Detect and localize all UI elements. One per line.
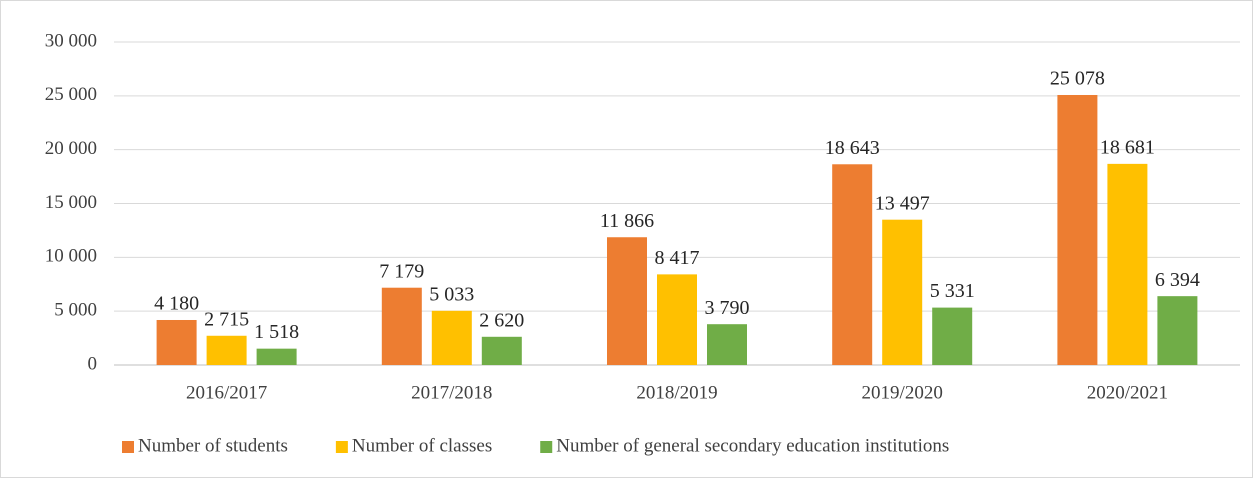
- value-label: 1 518: [254, 321, 299, 343]
- value-label: 6 394: [1155, 269, 1200, 291]
- bar: [156, 319, 197, 365]
- value-label: 25 078: [1050, 68, 1105, 90]
- bar: [657, 274, 697, 365]
- value-label: 5 033: [429, 283, 474, 305]
- legend-swatch: [540, 441, 553, 453]
- bar: [206, 335, 247, 365]
- value-label: 18 643: [825, 137, 880, 159]
- bar: [1107, 163, 1148, 365]
- y-tick-label: 30 000: [45, 30, 97, 51]
- value-label: 4 180: [154, 293, 199, 315]
- value-label: 7 179: [379, 260, 424, 282]
- bar: [1057, 94, 1098, 365]
- bar: [381, 287, 422, 365]
- x-tick-label: 2018/2019: [636, 382, 717, 403]
- value-label: 3 790: [705, 297, 750, 319]
- bar: [607, 237, 647, 365]
- value-label: 2 620: [479, 309, 524, 331]
- x-tick-label: 2020/2021: [1087, 382, 1168, 403]
- bar: [481, 336, 522, 365]
- x-tick-label: 2017/2018: [411, 382, 492, 403]
- bar: [431, 310, 472, 365]
- legend-swatch: [335, 441, 348, 453]
- bar: [1157, 296, 1198, 365]
- legend-swatch: [122, 441, 134, 453]
- value-label: 13 497: [875, 192, 930, 214]
- value-label: 2 715: [204, 308, 249, 330]
- y-tick-label: 25 000: [45, 84, 97, 105]
- y-tick-label: 0: [88, 353, 98, 374]
- bar: [882, 219, 923, 365]
- legend-label: Number of classes: [352, 435, 492, 456]
- bar: [832, 164, 873, 365]
- value-label: 18 681: [1100, 136, 1155, 158]
- legend-label: Number of general secondary education in…: [556, 435, 949, 456]
- value-label: 5 331: [930, 280, 975, 302]
- value-label: 8 417: [655, 247, 700, 269]
- legend-label: Number of students: [138, 435, 288, 456]
- y-tick-label: 20 000: [45, 138, 97, 159]
- x-tick-label: 2016/2017: [186, 382, 267, 403]
- bar: [707, 324, 747, 365]
- y-tick-label: 15 000: [45, 192, 97, 213]
- x-tick-label: 2019/2020: [862, 382, 943, 403]
- bar: [932, 307, 973, 365]
- y-tick-label: 5 000: [54, 300, 97, 321]
- bar: [256, 348, 297, 365]
- y-tick-label: 10 000: [45, 246, 97, 267]
- value-label: 11 866: [600, 210, 654, 232]
